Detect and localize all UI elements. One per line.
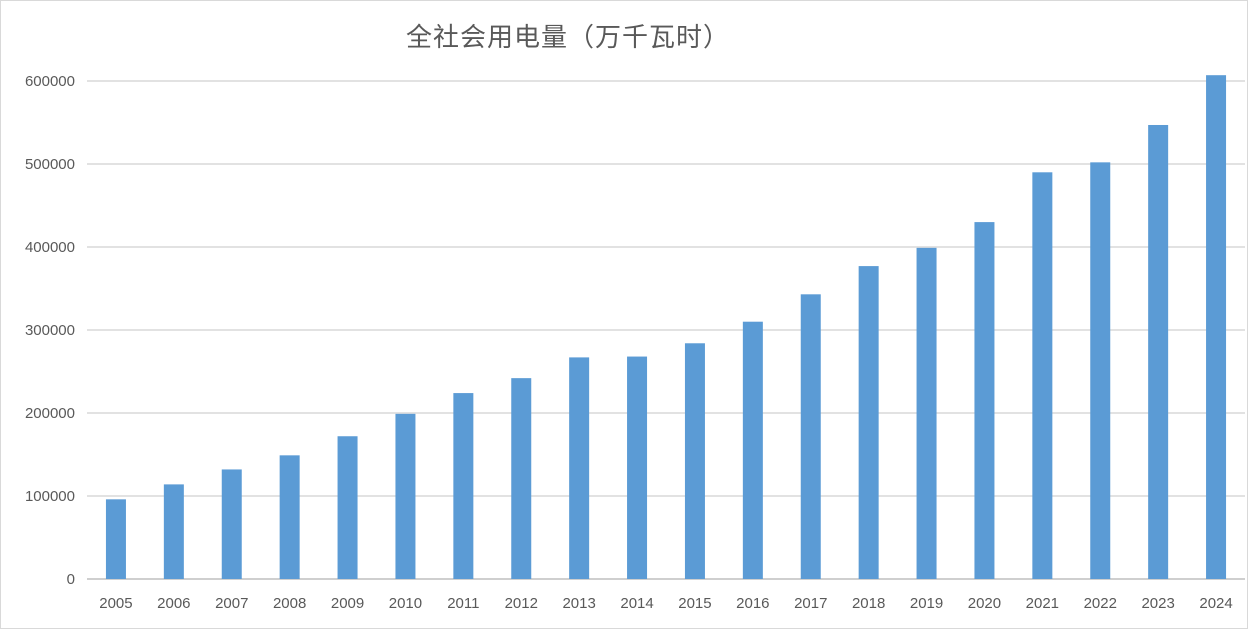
bar [337,436,358,579]
bar [221,469,242,579]
bar [742,321,763,579]
x-tick-label: 2022 [1084,595,1117,612]
x-tick-label: 2020 [968,595,1001,612]
bar [800,294,821,579]
bar [1206,75,1227,579]
x-tick-label: 2024 [1199,595,1232,612]
y-tick-label: 300000 [25,322,75,339]
x-tick-label: 2018 [852,595,885,612]
bar [1148,124,1169,580]
bar [395,413,416,579]
x-tick-label: 2021 [1026,595,1059,612]
x-tick-label: 2007 [215,595,248,612]
x-tick-label: 2014 [620,595,653,612]
y-tick-label: 500000 [25,156,75,173]
bar [916,247,937,579]
bar [453,393,474,579]
x-tick-label: 2016 [736,595,769,612]
x-tick-label: 2015 [678,595,711,612]
gridlines [87,80,1245,580]
bar [105,499,126,579]
chart-title: 全社会用电量（万千瓦时） [406,23,731,53]
y-tick-label: 0 [67,571,75,588]
y-tick-label: 400000 [25,239,75,256]
x-tick-label: 2013 [562,595,595,612]
bar [511,378,532,579]
x-tick-label: 2005 [99,595,132,612]
x-tick-label: 2009 [331,595,364,612]
x-tick-label: 2012 [505,595,538,612]
bar [858,266,879,579]
x-axis-ticks: 2005 2006 2007 2008 2009 2010 2011 2012 2013 2014… [99,595,1232,612]
x-tick-label: 2011 [447,595,479,612]
y-tick-label: 100000 [25,488,75,505]
bar [627,356,648,579]
bar [1090,162,1111,579]
bar [1032,172,1053,580]
x-tick-label: 2008 [273,595,306,612]
x-tick-label: 2010 [389,595,422,612]
bars [105,75,1227,580]
y-axis-ticks: 0 100000 200000 300000 400000 500000 600000 [25,73,75,588]
bar [684,343,705,579]
x-tick-label: 2019 [910,595,943,612]
bar [279,455,300,579]
x-tick-label: 2017 [794,595,827,612]
bar [163,484,184,579]
bar [569,357,590,579]
bar [974,222,995,579]
y-tick-label: 200000 [25,405,75,422]
x-tick-label: 2006 [157,595,190,612]
x-tick-label: 2023 [1141,595,1174,612]
y-tick-label: 600000 [25,73,75,90]
